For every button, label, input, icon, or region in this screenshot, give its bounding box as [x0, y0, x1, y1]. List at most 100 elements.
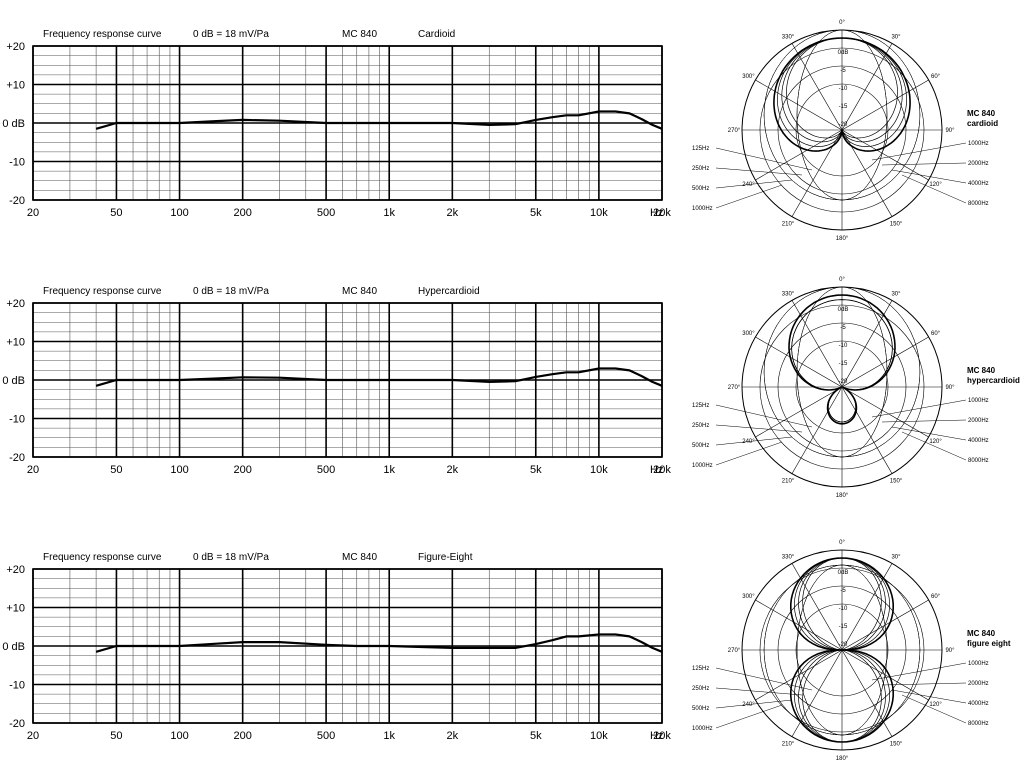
polar-leader-line	[901, 174, 967, 204]
chart-reference: 0 dB = 18 mV/Pa	[193, 29, 269, 40]
x-tick-label: 2k	[447, 730, 459, 742]
polar-leader-line	[715, 147, 813, 171]
polar-leader-line	[881, 162, 967, 166]
polar-spoke	[755, 336, 843, 388]
polar-angle-label: 120°	[929, 439, 942, 445]
polar-freq-label-left: 500Hz	[692, 443, 709, 449]
polar-leader-line	[871, 399, 967, 418]
polar-db-label: 0dB	[838, 50, 849, 56]
polar-angle-label: 330°	[782, 34, 795, 40]
x-tick-label: 100	[170, 464, 188, 476]
polar-plot-figure-eight: 0° 30° 60° 90° 120° 150° 180° 210° 240° 270° 300° 3…	[690, 530, 1024, 775]
plot-frame	[32, 568, 663, 724]
x-tick-label: 10k	[590, 464, 608, 476]
polar-db-label: -10	[839, 343, 848, 349]
polar-spoke	[841, 386, 929, 438]
y-tick-label: -20	[9, 452, 25, 464]
polar-db-label: -20	[839, 642, 848, 648]
polar-diagram: 0° 30° 60° 90° 120° 150° 180° 210° 240° 270° 300° 3…	[692, 20, 998, 242]
polar-freq-label-right: 8000Hz	[968, 458, 989, 464]
polar-angle-label: 30°	[891, 291, 901, 297]
frequency-response-chart: Frequency response curve 0 dB = 18 mV/Pa…	[2, 29, 671, 219]
polar-leader-line	[715, 704, 783, 729]
polar-freq-label-left: 250Hz	[692, 423, 709, 429]
polar-pattern-trace	[788, 294, 896, 425]
x-tick-label: 1k	[383, 464, 395, 476]
x-tick-label: 100	[170, 207, 188, 219]
x-tick-label: 200	[233, 207, 251, 219]
y-tick-label: -10	[9, 157, 25, 169]
response-curve	[95, 633, 663, 653]
plot-frame	[32, 45, 663, 201]
polar-model-label: MC 840	[967, 109, 996, 118]
polar-leader-line	[901, 694, 967, 724]
polar-pattern-trace	[802, 557, 882, 743]
y-tick-label: +10	[6, 337, 25, 349]
polar-plot-hypercardioid: 0° 30° 60° 90° 120° 150° 180° 210° 240° 270° 300° 3…	[690, 267, 1024, 512]
polar-freq-label-left: 125Hz	[692, 403, 709, 409]
y-tick-label: +20	[6, 41, 25, 53]
polar-leader-line	[715, 436, 793, 446]
polar-angle-label: 300°	[742, 594, 755, 600]
polar-angle-label: 180°	[836, 756, 849, 762]
frequency-response-panel-cardioid: Frequency response curve 0 dB = 18 mV/Pa…	[0, 20, 680, 260]
y-tick-label: 0 dB	[2, 641, 25, 653]
chart-title: Frequency response curve	[43, 286, 162, 297]
chart-reference: 0 dB = 18 mV/Pa	[193, 552, 269, 563]
frequency-response-chart: Frequency response curve 0 dB = 18 mV/Pa…	[2, 552, 671, 742]
polar-spoke	[791, 386, 843, 474]
polar-model-label: MC 840	[967, 629, 996, 638]
polar-spoke	[755, 386, 843, 438]
polar-freq-label-left: 125Hz	[692, 146, 709, 152]
polar-freq-label-left: 250Hz	[692, 686, 709, 692]
chart-model: MC 840	[342, 29, 377, 40]
chart-model: MC 840	[342, 286, 377, 297]
frequency-response-panel-figure-eight: Frequency response curve 0 dB = 18 mV/Pa…	[0, 543, 680, 783]
x-tick-label: 20	[27, 207, 39, 219]
x-tick-label: 2k	[447, 464, 459, 476]
plot-frame	[32, 302, 663, 458]
x-tick-label: 5k	[530, 207, 542, 219]
polar-angle-label: 60°	[931, 594, 941, 600]
polar-freq-label-left: 500Hz	[692, 186, 709, 192]
y-tick-label: +20	[6, 298, 25, 310]
polar-angle-label: 90°	[945, 128, 955, 134]
y-tick-label: +10	[6, 80, 25, 92]
polar-freq-label-right: 2000Hz	[968, 418, 989, 424]
y-tick-label: -10	[9, 414, 25, 426]
polar-freq-label-left: 125Hz	[692, 666, 709, 672]
polar-db-label: -15	[839, 624, 848, 630]
polar-freq-label-right: 1000Hz	[968, 398, 989, 404]
polar-plot-cardioid: 0° 30° 60° 90° 120° 150° 180° 210° 240° 270° 300° 3…	[690, 10, 1024, 255]
x-tick-label: 1k	[383, 730, 395, 742]
polar-db-label: -10	[839, 606, 848, 612]
chart-pattern: Hypercardioid	[418, 286, 480, 297]
polar-angle-label: 240°	[742, 702, 755, 708]
polar-angle-label: 60°	[931, 331, 941, 337]
x-tick-label: 200	[233, 464, 251, 476]
x-tick-label: 10k	[590, 207, 608, 219]
polar-angle-label: 330°	[782, 291, 795, 297]
polar-model-label: MC 840	[967, 366, 996, 375]
x-tick-label: 200	[233, 730, 251, 742]
polar-freq-label-left: 250Hz	[692, 166, 709, 172]
polar-pattern-trace	[786, 37, 898, 139]
polar-freq-label-right: 4000Hz	[968, 438, 989, 444]
polar-leader-line	[715, 667, 813, 691]
polar-leader-line	[715, 687, 803, 696]
polar-angle-label: 180°	[836, 493, 849, 499]
chart-pattern: Cardioid	[418, 29, 455, 40]
frequency-response-panel-hypercardioid: Frequency response curve 0 dB = 18 mV/Pa…	[0, 277, 680, 517]
polar-spoke	[755, 79, 843, 131]
polar-db-label: -10	[839, 86, 848, 92]
polar-leader-line	[891, 169, 967, 184]
polar-diagram: 0° 30° 60° 90° 120° 150° 180° 210° 240° 270° 300° 3…	[692, 540, 1011, 762]
polar-spoke	[841, 336, 929, 388]
polar-angle-label: 210°	[782, 742, 795, 748]
polar-spoke	[755, 129, 843, 181]
polar-angle-label: 210°	[782, 222, 795, 228]
polar-spoke	[841, 43, 893, 131]
polar-angle-label: 0°	[839, 277, 845, 283]
polar-angle-label: 330°	[782, 554, 795, 560]
response-curve	[95, 367, 663, 387]
